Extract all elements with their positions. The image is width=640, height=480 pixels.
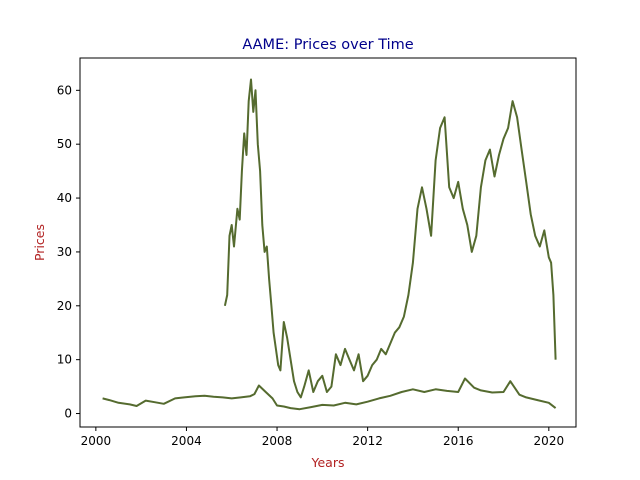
y-tick-label: 10 bbox=[57, 353, 72, 367]
plot-lines bbox=[102, 78, 557, 411]
x-tick-label: 2008 bbox=[262, 434, 293, 448]
y-axis: 0 10 20 30 40 50 60 bbox=[57, 83, 80, 421]
y-axis-label: Prices bbox=[32, 224, 47, 261]
x-tick-label: 2004 bbox=[171, 434, 202, 448]
y-tick-label: 30 bbox=[57, 245, 72, 259]
x-tick-label: 2012 bbox=[352, 434, 383, 448]
y-tick-label: 40 bbox=[57, 191, 72, 205]
y-tick-label: 50 bbox=[57, 137, 72, 151]
x-axis: 2000 2004 2008 2012 2016 2020 bbox=[81, 427, 565, 448]
x-axis-label: Years bbox=[311, 455, 345, 470]
chart-title: AAME: Prices over Time bbox=[242, 37, 413, 53]
x-tick-label: 2000 bbox=[81, 434, 112, 448]
y-tick-label: 60 bbox=[57, 83, 72, 97]
plot-frame bbox=[79, 57, 577, 428]
series-line-1 bbox=[223, 78, 557, 399]
y-tick-label: 0 bbox=[64, 407, 72, 421]
x-tick-label: 2020 bbox=[534, 434, 565, 448]
y-tick-label: 20 bbox=[57, 299, 72, 313]
x-tick-label: 2016 bbox=[443, 434, 474, 448]
series-line-2 bbox=[102, 377, 557, 411]
